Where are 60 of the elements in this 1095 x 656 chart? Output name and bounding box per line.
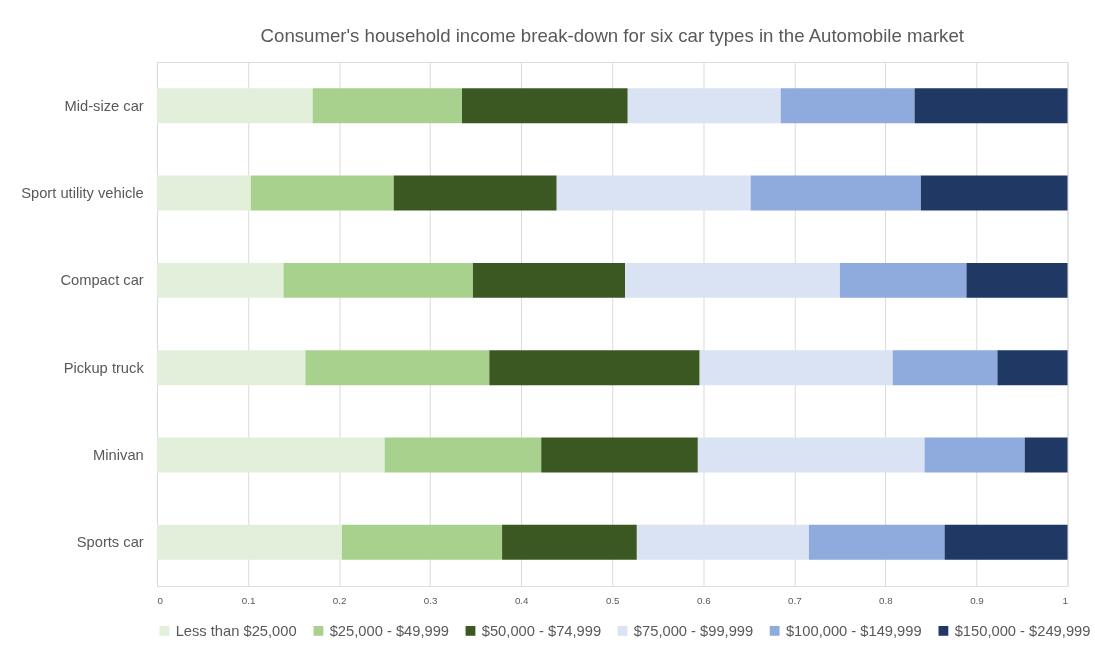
bar bbox=[283, 262, 473, 298]
bar bbox=[462, 88, 628, 124]
bar bbox=[697, 437, 925, 473]
x-tick-label: 0.3 bbox=[423, 595, 438, 607]
bar bbox=[920, 175, 1068, 211]
bar bbox=[625, 262, 840, 298]
legend-label: $75,000 - $99,999 bbox=[633, 622, 754, 639]
x-tick-label: 0.4 bbox=[514, 595, 530, 607]
bar bbox=[312, 88, 463, 124]
x-tick-label: 0.6 bbox=[696, 595, 712, 607]
bar bbox=[472, 262, 626, 298]
legend-label: $150,000 - $249,999 bbox=[954, 622, 1091, 639]
bar bbox=[556, 175, 751, 211]
x-tick-label: 0.2 bbox=[332, 595, 347, 607]
bar bbox=[914, 88, 1068, 124]
bar bbox=[636, 524, 809, 560]
bar bbox=[305, 350, 490, 386]
y-tick-label: Minivan bbox=[93, 446, 144, 463]
bar bbox=[541, 437, 698, 473]
bar bbox=[489, 350, 700, 386]
y-tick-label: Sports car bbox=[76, 534, 144, 551]
bar bbox=[924, 437, 1025, 473]
bar bbox=[384, 437, 542, 473]
y-tick-label: Pickup truck bbox=[63, 359, 145, 376]
bar bbox=[156, 175, 251, 211]
bar bbox=[944, 524, 1068, 560]
bar bbox=[156, 88, 313, 124]
bar bbox=[156, 262, 284, 298]
bar bbox=[627, 88, 781, 124]
x-tick-label: 1 bbox=[1062, 595, 1069, 607]
bar bbox=[156, 350, 306, 386]
y-tick-label: Compact car bbox=[60, 272, 144, 289]
bar bbox=[250, 175, 394, 211]
bar bbox=[699, 350, 893, 386]
x-tick-label: 0.5 bbox=[605, 595, 621, 607]
bar bbox=[156, 437, 385, 473]
y-tick-label: Mid-size car bbox=[64, 97, 144, 114]
y-tick-label: Sport utility vehicle bbox=[21, 184, 144, 201]
bar bbox=[156, 524, 342, 560]
bar bbox=[750, 175, 921, 211]
x-tick-label: 0.9 bbox=[970, 595, 984, 607]
bar bbox=[808, 524, 945, 560]
legend-label: $100,000 - $149,999 bbox=[785, 622, 922, 639]
bar bbox=[997, 350, 1068, 386]
legend-label: Less than $25,000 bbox=[175, 622, 297, 639]
bar bbox=[502, 524, 637, 560]
legend-label: $50,000 - $74,999 bbox=[481, 622, 602, 639]
x-tick-label: 0.1 bbox=[241, 595, 256, 607]
bar bbox=[892, 350, 998, 386]
bar bbox=[966, 262, 1068, 298]
legend-label: $25,000 - $49,999 bbox=[329, 622, 450, 639]
bar bbox=[839, 262, 967, 298]
bar bbox=[341, 524, 503, 560]
bar bbox=[1024, 437, 1068, 473]
chart-title: Consumer's household income break-down for six car types in the Automobile market bbox=[260, 25, 965, 47]
x-tick-label: 0.7 bbox=[788, 595, 802, 607]
x-tick-label: 0 bbox=[157, 595, 164, 607]
bar bbox=[393, 175, 557, 211]
bar bbox=[780, 88, 915, 124]
x-tick-label: 0.8 bbox=[879, 595, 894, 607]
